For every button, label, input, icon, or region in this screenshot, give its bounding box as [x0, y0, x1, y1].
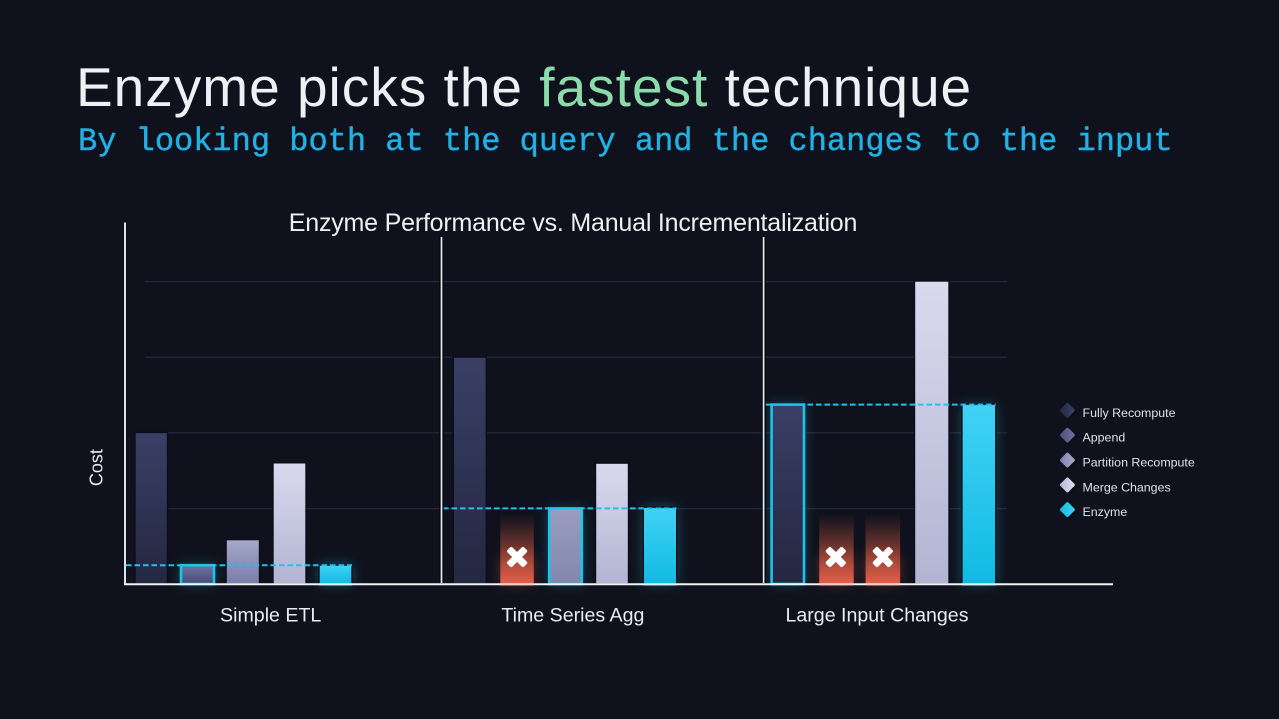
svg-text:Large Input Changes: Large Input Changes [785, 604, 968, 626]
svg-text:Append: Append [1083, 431, 1126, 445]
svg-text:Partition Recompute: Partition Recompute [1083, 456, 1195, 470]
svg-text:Enzyme: Enzyme [1083, 505, 1128, 519]
svg-text:Enzyme Performance vs. Manual: Enzyme Performance vs. Manual Incrementa… [289, 209, 857, 237]
svg-text:Fully Recompute: Fully Recompute [1083, 406, 1176, 420]
svg-text:Merge Changes: Merge Changes [1083, 481, 1171, 495]
svg-text:Cost: Cost [86, 449, 106, 486]
svg-text:Simple ETL: Simple ETL [220, 604, 321, 626]
svg-text:Time Series Agg: Time Series Agg [501, 604, 644, 626]
